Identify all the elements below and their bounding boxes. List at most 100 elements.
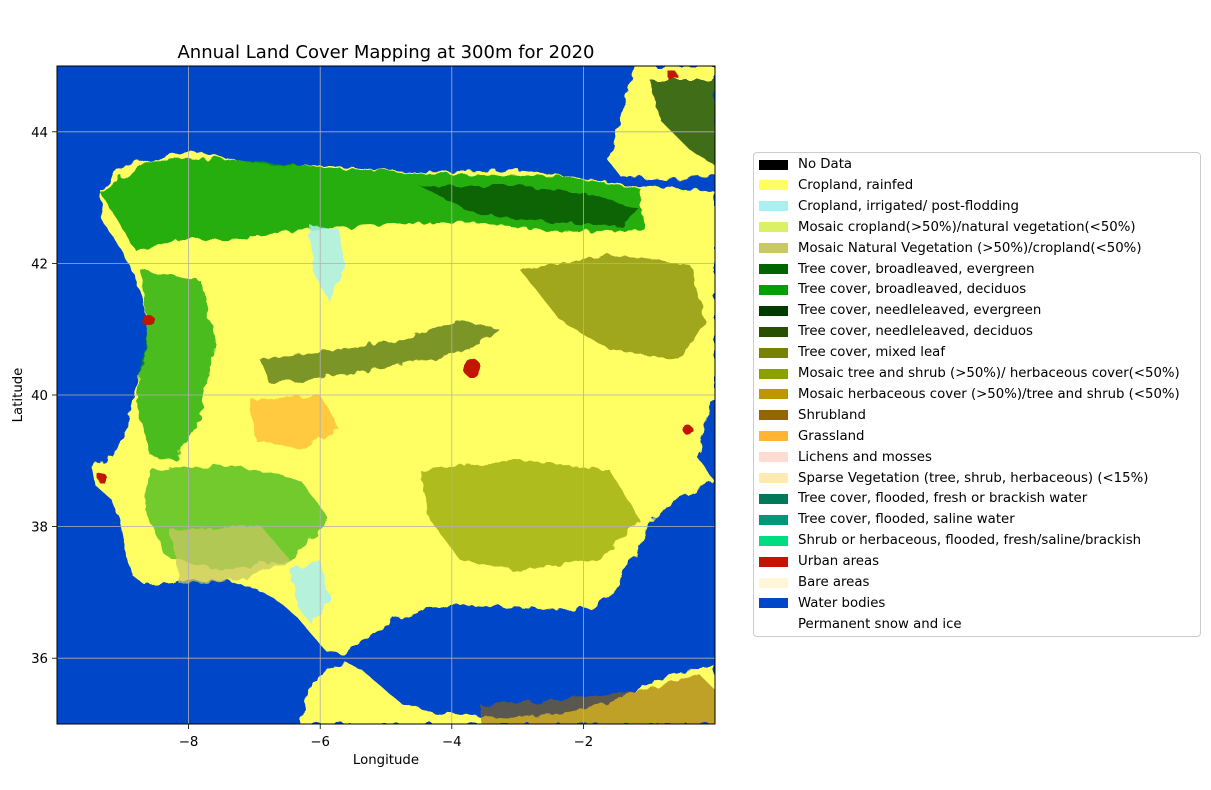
- mosaic-patch-southwest: [170, 525, 290, 585]
- legend-entry: Shrub or herbaceous, flooded, fresh/sali…: [759, 530, 1141, 551]
- legend-swatch: [759, 180, 788, 191]
- grid-lines: [57, 66, 715, 724]
- shrub-patch-east: [520, 255, 705, 360]
- legend-label: No Data: [798, 157, 853, 172]
- legend-entry: Shrubland: [759, 405, 866, 426]
- legend-entry: Tree cover, flooded, fresh or brackish w…: [759, 488, 1087, 509]
- legend-label: Grassland: [798, 428, 865, 444]
- legend-entry: Mosaic herbaceous cover (>50%)/tree and …: [759, 384, 1180, 405]
- legend-label: Water bodies: [798, 595, 886, 611]
- legend-swatch: [759, 556, 788, 567]
- legend-label: Cropland, rainfed: [798, 177, 914, 193]
- x-tick-label: −2: [574, 735, 594, 750]
- legend: No Data Cropland, rainfed Cropland, irriga…: [753, 152, 1201, 637]
- shrub-patch-south: [420, 460, 640, 570]
- legend-label: Sparse Vegetation (tree, shrub, herbaceo…: [798, 470, 1149, 486]
- map-title: Annual Land Cover Mapping at 300m for 20…: [177, 42, 594, 63]
- forest-patch-france: [650, 80, 715, 165]
- map-panel: [57, 66, 715, 724]
- shrub-patch-africa: [480, 675, 715, 724]
- legend-swatch: [759, 431, 788, 442]
- legend-entry: Bare areas: [759, 572, 869, 593]
- y-tick-label: 36: [31, 652, 48, 667]
- y-tick-label: 40: [31, 389, 48, 404]
- legend-label: Mosaic cropland(>50%)/natural vegetation…: [798, 219, 1136, 235]
- legend-swatch: [759, 326, 788, 337]
- legend-label: Cropland, irrigated/ post-flodding: [798, 198, 1019, 214]
- legend-swatch: [759, 347, 788, 358]
- legend-entry: Tree cover, mixed leaf: [759, 342, 945, 363]
- legend-entry: Mosaic tree and shrub (>50%)/ herbaceous…: [759, 363, 1180, 384]
- legend-swatch: [759, 159, 788, 170]
- x-axis-label: Longitude: [353, 753, 419, 768]
- legend-swatch: [759, 535, 788, 546]
- legend-entry: Tree cover, broadleaved, deciduos: [759, 279, 1026, 300]
- forest-patch-west: [136, 270, 215, 460]
- irrigated-patch-ebro: [310, 225, 345, 300]
- legend-swatch: [759, 619, 788, 630]
- x-tick-label: −8: [179, 735, 199, 750]
- y-axis-label: Latitude: [11, 368, 26, 423]
- legend-label: Tree cover, broadleaved, evergreen: [798, 261, 1035, 277]
- legend-swatch: [759, 389, 788, 400]
- urban-madrid: [463, 359, 481, 377]
- legend-entry: No Data: [759, 154, 852, 175]
- legend-entry: Tree cover, flooded, saline water: [759, 509, 1015, 530]
- forest-patch-north: [100, 158, 645, 250]
- legend-entry: Tree cover, broadleaved, evergreen: [759, 259, 1035, 280]
- legend-entry: Lichens and mosses: [759, 447, 932, 468]
- legend-swatch: [759, 368, 788, 379]
- y-tick-label: 38: [31, 521, 48, 536]
- legend-entry: Mosaic cropland(>50%)/natural vegetation…: [759, 217, 1136, 238]
- legend-entry: Mosaic Natural Vegetation (>50%)/croplan…: [759, 238, 1142, 259]
- legend-label: Tree cover, needleleaved, deciduos: [798, 324, 1033, 340]
- x-axis-ticks: −8 −6 −4 −2: [179, 724, 593, 750]
- urban-valencia: [683, 425, 693, 435]
- legend-label: Mosaic herbaceous cover (>50%)/tree and …: [798, 386, 1180, 402]
- x-tick-label: −6: [310, 735, 330, 750]
- y-tick-label: 44: [31, 126, 48, 141]
- legend-swatch: [759, 473, 788, 483]
- legend-entry: Cropland, irrigated/ post-flodding: [759, 196, 1019, 217]
- legend-label: Tree cover, flooded, saline water: [798, 512, 1015, 528]
- legend-label: Permanent snow and ice: [798, 616, 962, 632]
- grassland-patch-center: [250, 395, 340, 450]
- legend-label: Tree cover, flooded, fresh or brackish w…: [798, 491, 1088, 507]
- legend-label: Mosaic Natural Vegetation (>50%)/croplan…: [798, 240, 1142, 256]
- legend-label: Urban areas: [798, 554, 880, 570]
- legend-swatch: [759, 452, 788, 463]
- legend-entry: Tree cover, needleleaved, evergreen: [759, 300, 1041, 321]
- legend-swatch: [759, 284, 788, 295]
- legend-label: Shrubland: [798, 407, 866, 423]
- legend-label: Tree cover, mixed leaf: [798, 345, 946, 361]
- urban-bilbao: [668, 71, 678, 81]
- legend-swatch: [759, 264, 788, 274]
- legend-label: Shrub or herbaceous, flooded, fresh/sali…: [798, 533, 1142, 549]
- legend-swatch: [759, 577, 788, 588]
- urban-sevilla: [97, 473, 107, 483]
- legend-swatch: [759, 493, 788, 504]
- y-tick-label: 42: [31, 257, 48, 272]
- legend-label: Bare areas: [798, 575, 870, 590]
- forest-patch-north-dark: [420, 186, 640, 226]
- legend-label: Mosaic tree and shrub (>50%)/ herbaceous…: [798, 366, 1180, 381]
- legend-entry: Cropland, rainfed: [759, 175, 913, 196]
- legend-swatch: [759, 514, 788, 525]
- legend-swatch: [759, 222, 788, 233]
- legend-entry: Sparse Vegetation (tree, shrub, herbaceo…: [759, 468, 1148, 489]
- legend-swatch: [759, 243, 788, 254]
- legend-swatch: [759, 305, 788, 316]
- x-tick-label: −4: [442, 735, 462, 750]
- legend-label: Tree cover, needleleaved, evergreen: [798, 303, 1042, 319]
- legend-entry: Water bodies: [759, 593, 885, 614]
- legend-swatch: [759, 201, 788, 212]
- y-axis-ticks: 36 38 40 42 44: [31, 126, 57, 667]
- legend-swatch: [759, 410, 788, 421]
- legend-label: Lichens and mosses: [798, 449, 932, 465]
- legend-entry: Tree cover, needleleaved, deciduos: [759, 321, 1033, 342]
- legend-label: Tree cover, broadleaved, deciduos: [798, 282, 1027, 298]
- urban-lisbon: [142, 314, 154, 326]
- legend-entry: Grassland: [759, 426, 865, 447]
- legend-swatch: [759, 598, 788, 609]
